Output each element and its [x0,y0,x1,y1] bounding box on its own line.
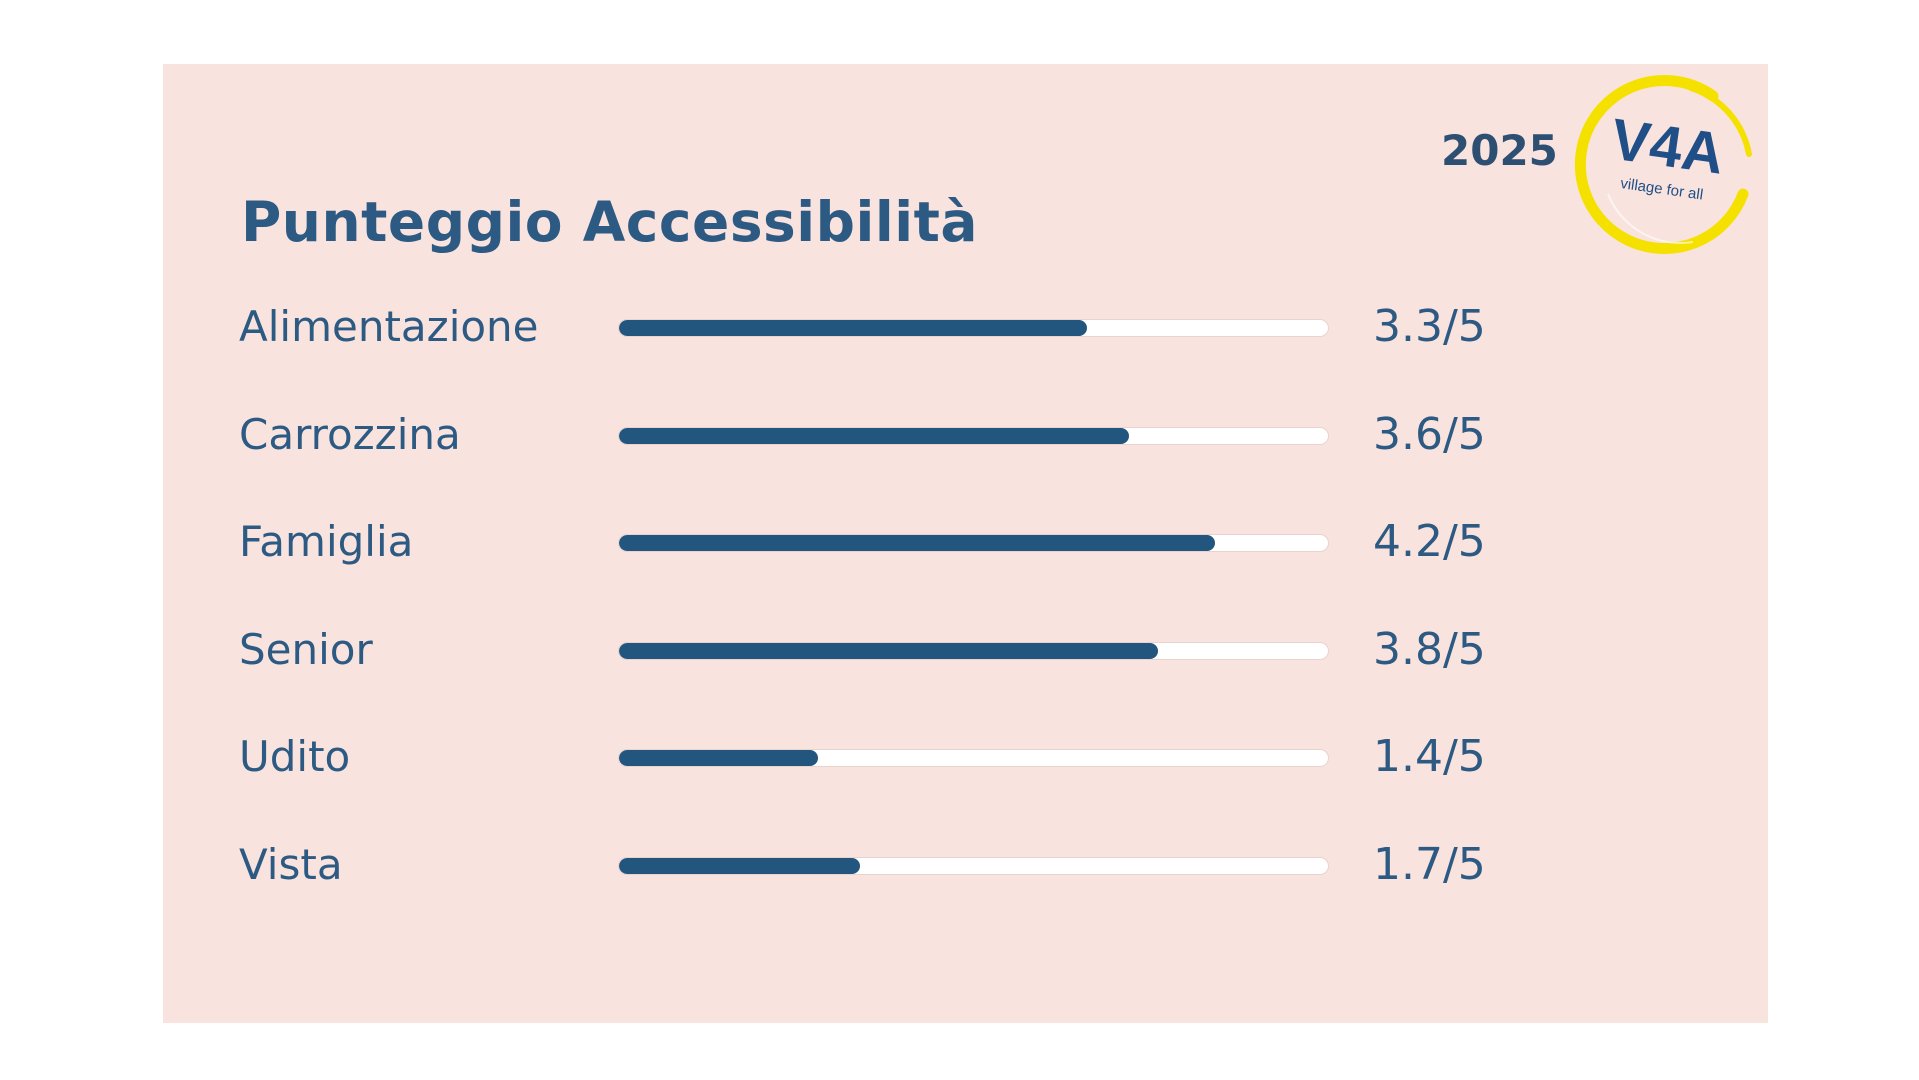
v4a-logo: V4A village for all [1574,74,1752,254]
bar-fill [619,535,1215,552]
bar-track [618,749,1329,768]
bar-fill [619,750,818,767]
logo-text: V4A [1607,107,1728,187]
bar-fill [619,858,861,874]
value-label: 4.2/5 [1373,516,1486,568]
bar-fill [619,320,1087,336]
score-card: Punteggio Accessibilità 2025 V4A village… [163,64,1768,1023]
bar-track [618,319,1329,337]
category-label: Alimentazione [239,302,539,351]
bar-fill [619,642,1158,659]
value-label: 1.7/5 [1373,839,1486,890]
category-label: Carrozzina [239,409,461,459]
year-label: 2025 [1441,126,1558,175]
bar-row: Carrozzina 3.6/5 [163,405,1768,465]
bar-track [618,534,1329,553]
bar-fill [619,427,1130,444]
bar-track [618,857,1329,875]
bar-row: Senior 3.8/5 [163,620,1768,680]
category-label: Senior [239,624,373,674]
bar-track [618,641,1329,660]
value-label: 3.3/5 [1373,301,1486,352]
bar-track [618,426,1329,445]
category-label: Udito [239,732,351,782]
bar-row: Udito 1.4/5 [163,727,1768,787]
category-label: Famiglia [239,517,414,567]
bar-row: Alimentazione 3.3/5 [163,297,1768,357]
value-label: 3.8/5 [1373,623,1486,675]
category-label: Vista [239,840,343,889]
bar-row: Famiglia 4.2/5 [163,512,1768,572]
value-label: 1.4/5 [1373,731,1486,783]
bar-row: Vista 1.7/5 [163,835,1768,895]
card-title: Punteggio Accessibilità [241,190,978,254]
value-label: 3.6/5 [1373,408,1486,460]
